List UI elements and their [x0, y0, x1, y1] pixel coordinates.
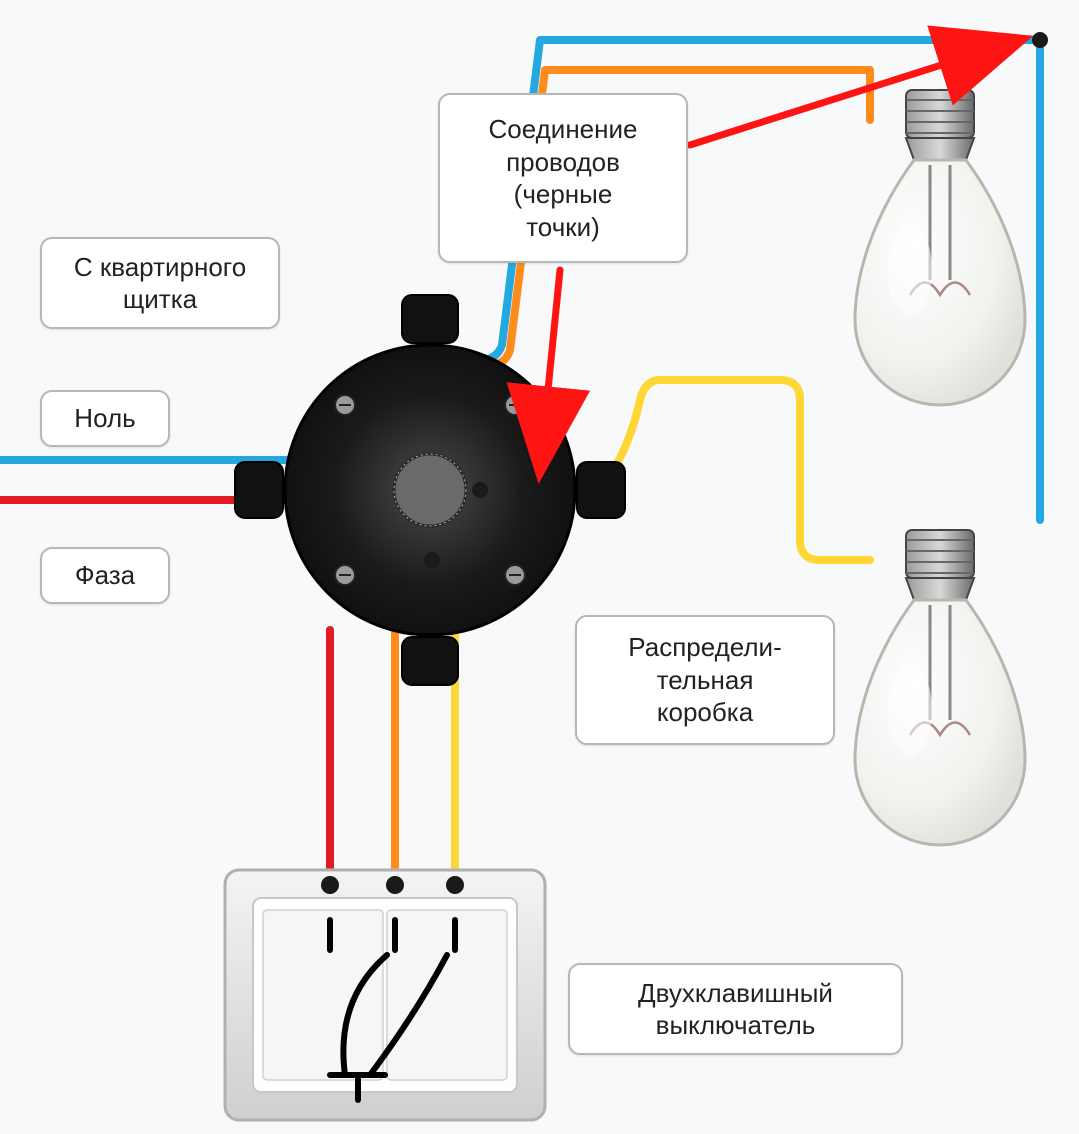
label-text: Фаза [75, 559, 135, 592]
diagram-stage: С квартирногощитка Ноль Фаза Соединениеп… [0, 0, 1079, 1134]
label-wire-connection: Соединениепроводов(черныеточки) [438, 93, 688, 263]
label-junction-box: Распредели-тельнаякоробка [575, 615, 835, 745]
label-text: Двухклавишныйвыключатель [638, 977, 833, 1042]
label-switch: Двухклавишныйвыключатель [568, 963, 903, 1055]
lightbulbs [855, 90, 1025, 845]
label-text: Ноль [74, 402, 135, 435]
label-from-panel: С квартирногощитка [40, 237, 280, 329]
label-text: Соединениепроводов(черныеточки) [489, 113, 638, 243]
junction-box [235, 295, 625, 685]
label-neutral: Ноль [40, 390, 170, 447]
label-text: Распредели-тельнаякоробка [628, 631, 782, 729]
label-text: С квартирногощитка [74, 251, 246, 316]
label-phase: Фаза [40, 547, 170, 604]
two-gang-switch [225, 870, 545, 1120]
